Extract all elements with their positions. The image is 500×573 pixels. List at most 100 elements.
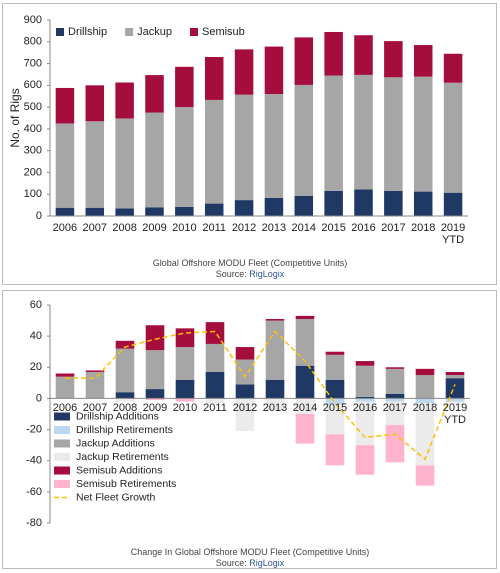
y-tick-label: 60 bbox=[30, 299, 42, 311]
bar bbox=[294, 37, 314, 85]
y-tick-label: 200 bbox=[24, 166, 42, 178]
bar bbox=[445, 378, 465, 399]
bar bbox=[354, 74, 373, 190]
bar bbox=[385, 401, 405, 425]
bar bbox=[115, 340, 135, 349]
y-tick-label: -80 bbox=[26, 517, 42, 529]
panel bbox=[2, 290, 497, 569]
bar bbox=[354, 35, 373, 75]
bar bbox=[204, 99, 224, 204]
bar bbox=[445, 371, 465, 376]
x-tick-label: 2006 bbox=[52, 222, 78, 234]
bar bbox=[324, 75, 343, 191]
bar bbox=[175, 328, 195, 348]
x-tick-label: 2012 bbox=[232, 402, 258, 415]
x-tick-label: 2016 bbox=[352, 402, 378, 415]
bar bbox=[413, 45, 433, 77]
bar bbox=[264, 46, 284, 95]
bar bbox=[445, 401, 465, 405]
bar bbox=[385, 398, 405, 402]
x-tick-label: 2010 bbox=[172, 222, 197, 234]
legend-swatch bbox=[125, 28, 134, 36]
bar bbox=[413, 76, 433, 192]
bar bbox=[385, 424, 405, 463]
bar bbox=[55, 373, 75, 377]
y-tick-label: -40 bbox=[26, 455, 42, 467]
x-tick-label: 2016 bbox=[351, 222, 376, 234]
bar bbox=[85, 85, 105, 122]
bar bbox=[325, 434, 345, 466]
y-tick-label: -60 bbox=[26, 486, 42, 498]
x-tick-label: 2008 bbox=[112, 402, 138, 415]
bar bbox=[85, 370, 105, 372]
bar bbox=[443, 53, 463, 83]
legend-swatch bbox=[56, 28, 64, 36]
bar bbox=[415, 375, 435, 399]
x-tick-label: 2018 bbox=[410, 222, 436, 234]
bar bbox=[115, 208, 134, 216]
legend-swatch bbox=[189, 28, 198, 36]
legend-label: Jackup Retirements bbox=[76, 451, 169, 463]
bar bbox=[115, 398, 135, 402]
bar bbox=[443, 192, 463, 216]
bar bbox=[324, 190, 343, 216]
y-tick-label: 100 bbox=[24, 188, 42, 200]
x-tick-label: 2017 bbox=[381, 222, 406, 234]
bar bbox=[324, 31, 343, 76]
bar bbox=[355, 396, 375, 399]
x-tick-label: 2018 bbox=[412, 402, 438, 415]
bar bbox=[175, 379, 195, 399]
bar bbox=[354, 189, 373, 216]
legend-swatch bbox=[54, 453, 70, 461]
bar bbox=[415, 398, 435, 404]
bar bbox=[235, 384, 255, 399]
bar bbox=[145, 112, 164, 208]
y-tick-label: 600 bbox=[24, 79, 42, 91]
bar bbox=[295, 315, 315, 320]
bar bbox=[235, 359, 255, 385]
bar bbox=[325, 354, 345, 380]
bar bbox=[415, 368, 435, 376]
y-tick-label: 500 bbox=[24, 101, 42, 113]
y-tick-label: 0 bbox=[36, 210, 42, 222]
bar bbox=[415, 465, 435, 486]
bar bbox=[295, 365, 315, 399]
legend-swatch bbox=[54, 480, 70, 488]
bar bbox=[145, 389, 165, 399]
legend-label: Jackup bbox=[137, 26, 172, 38]
x-tick-label: 2009 bbox=[142, 402, 168, 415]
bar bbox=[145, 398, 165, 400]
x-tick-label: 2015 bbox=[322, 402, 348, 415]
bar bbox=[325, 398, 345, 405]
bar bbox=[205, 371, 225, 399]
bar bbox=[115, 82, 134, 119]
y-tick-label: 0 bbox=[36, 392, 42, 404]
x-tick-label: 2007 bbox=[82, 222, 107, 234]
source-prefix: Source: bbox=[215, 558, 247, 568]
x-tick-label: 2012 bbox=[231, 222, 257, 234]
bar bbox=[384, 77, 403, 191]
bar bbox=[355, 401, 375, 446]
bar bbox=[145, 75, 164, 113]
bar bbox=[325, 379, 345, 399]
bar bbox=[175, 398, 195, 402]
bar bbox=[385, 393, 405, 399]
bar bbox=[325, 351, 345, 355]
bar bbox=[384, 190, 403, 216]
y-tick-label: 900 bbox=[24, 14, 42, 26]
legend-label: Semisub Additions bbox=[76, 464, 162, 476]
bar bbox=[355, 445, 375, 475]
bar bbox=[294, 84, 314, 196]
bar bbox=[265, 379, 285, 399]
x-tick-label: 2006 bbox=[52, 402, 78, 415]
y-tick-label: 400 bbox=[24, 123, 42, 135]
bar bbox=[413, 191, 433, 216]
bar bbox=[145, 350, 165, 390]
bar bbox=[175, 347, 195, 380]
legend-swatch bbox=[54, 466, 70, 475]
bar bbox=[205, 322, 225, 344]
bar bbox=[295, 319, 315, 366]
bar bbox=[85, 121, 105, 208]
